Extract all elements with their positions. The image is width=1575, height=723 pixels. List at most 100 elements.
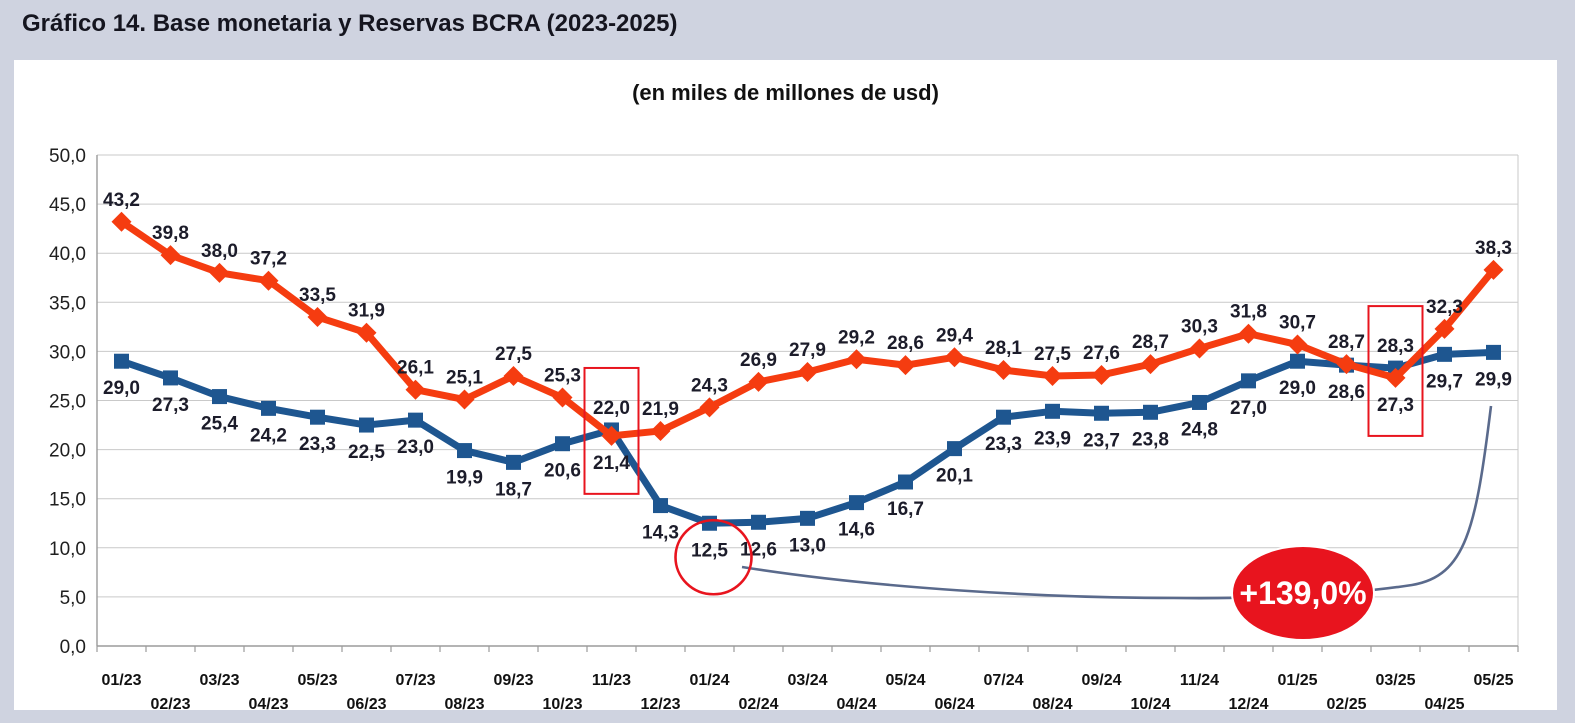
orange-data-label: 21,4 (593, 453, 630, 474)
orange-marker (993, 360, 1014, 381)
x-axis-tick-label: 06/24 (934, 696, 974, 710)
x-axis-tick-label: 01/24 (689, 672, 729, 689)
y-axis-tick-label: 50,0 (49, 146, 86, 167)
highlight-box-11-23 (583, 366, 640, 495)
orange-marker (111, 211, 132, 232)
blue-marker (408, 412, 423, 428)
orange-marker (699, 397, 720, 418)
orange-data-label: 39,8 (152, 223, 189, 244)
orange-data-label: 26,1 (397, 358, 434, 379)
orange-data-label: 38,3 (1475, 238, 1512, 259)
y-axis-tick-label: 25,0 (49, 392, 86, 413)
blue-data-label: 22,5 (348, 442, 385, 463)
x-axis-tick-label: 02/24 (738, 696, 778, 710)
orange-marker (160, 245, 181, 266)
x-axis-tick-label: 05/24 (885, 672, 925, 689)
blue-marker (555, 436, 570, 452)
x-axis-tick-label: 10/23 (542, 696, 582, 710)
x-axis-tick-label: 09/23 (493, 672, 533, 689)
chart-title: Gráfico 14. Base monetaria y Reservas BC… (22, 10, 678, 37)
blue-data-label: 18,7 (495, 479, 532, 500)
orange-marker (356, 322, 377, 343)
blue-marker (1143, 404, 1158, 420)
blue-data-label: 12,5 (691, 540, 728, 561)
orange-data-label: 38,0 (201, 241, 238, 262)
orange-data-label: 28,1 (985, 338, 1022, 359)
y-axis-tick-label: 30,0 (49, 342, 86, 363)
blue-data-label: 16,7 (887, 499, 924, 520)
orange-marker (650, 420, 671, 441)
blue-marker (849, 495, 864, 511)
orange-data-label: 30,3 (1181, 316, 1218, 337)
orange-marker (209, 262, 230, 283)
orange-marker (258, 270, 279, 291)
blue-data-label: 23,0 (397, 437, 434, 458)
highlight-box-03-25 (1367, 305, 1424, 437)
y-axis-tick-label: 40,0 (49, 244, 86, 265)
x-axis-tick-label: 09/24 (1081, 672, 1121, 689)
y-axis-tick-label: 35,0 (49, 293, 86, 314)
blue-marker (1045, 403, 1060, 419)
x-axis-tick-label: 08/24 (1032, 696, 1072, 710)
x-axis-tick-label: 06/23 (346, 696, 386, 710)
blue-data-label: 27,3 (152, 395, 189, 416)
blue-marker (506, 454, 521, 470)
orange-data-label: 27,6 (1083, 343, 1120, 364)
orange-marker (503, 365, 524, 386)
blue-data-label: 28,6 (1328, 382, 1365, 403)
blue-marker (457, 443, 472, 459)
orange-data-label: 29,4 (936, 325, 973, 346)
blue-marker (1486, 344, 1501, 360)
orange-data-label: 24,3 (691, 375, 728, 396)
blue-marker (653, 498, 668, 514)
orange-data-label: 27,3 (1377, 395, 1414, 416)
orange-data-label: 31,8 (1230, 302, 1267, 323)
blue-data-label: 29,7 (1426, 371, 1463, 392)
blue-marker (114, 353, 129, 369)
x-axis-tick-label: 01/25 (1277, 672, 1317, 689)
orange-marker (895, 355, 916, 376)
blue-data-label: 19,9 (446, 468, 483, 489)
orange-data-label: 43,2 (103, 190, 140, 211)
orange-marker (307, 307, 328, 328)
chart-subtitle: (en miles de millones de usd) (632, 80, 939, 105)
x-axis-tick-label: 04/23 (248, 696, 288, 710)
blue-data-label: 22,0 (593, 398, 630, 419)
blue-marker (1290, 353, 1305, 369)
blue-marker (1241, 373, 1256, 389)
blue-data-label: 24,2 (250, 425, 287, 446)
orange-data-label: 27,9 (789, 340, 826, 361)
blue-data-label: 24,8 (1181, 419, 1218, 440)
orange-data-label: 33,5 (299, 285, 336, 306)
orange-data-label: 30,7 (1279, 313, 1316, 334)
orange-data-label: 31,9 (348, 301, 385, 322)
orange-marker (1483, 259, 1504, 280)
y-axis-tick-label: 15,0 (49, 490, 86, 511)
blue-data-label: 14,6 (838, 520, 875, 541)
blue-data-label: 12,6 (740, 539, 777, 560)
orange-marker (846, 349, 867, 370)
orange-marker (1238, 323, 1259, 344)
highlight-circle (674, 518, 753, 596)
x-axis-tick-label: 02/23 (150, 696, 190, 710)
x-axis-tick-label: 12/23 (640, 696, 680, 710)
blue-data-label: 29,9 (1475, 369, 1512, 390)
x-axis-tick-label: 04/24 (836, 696, 876, 710)
x-axis-tick-label: 05/25 (1473, 672, 1513, 689)
orange-marker (1336, 354, 1357, 375)
x-axis-tick-label: 03/25 (1375, 672, 1415, 689)
y-axis-tick-label: 20,0 (49, 441, 86, 462)
blue-marker (1437, 346, 1452, 362)
orange-marker (454, 389, 475, 410)
orange-data-label: 28,7 (1328, 332, 1365, 353)
orange-data-label: 26,9 (740, 350, 777, 371)
x-axis-tick-label: 03/23 (199, 672, 239, 689)
blue-data-label: 29,0 (103, 378, 140, 399)
orange-marker (1140, 354, 1161, 375)
callout-label: +139,0% (1239, 575, 1366, 611)
blue-data-label: 27,0 (1230, 398, 1267, 419)
blue-marker (1192, 394, 1207, 410)
orange-data-label: 32,3 (1426, 297, 1463, 318)
y-axis-tick-label: 45,0 (49, 195, 86, 216)
orange-marker (1091, 364, 1112, 385)
